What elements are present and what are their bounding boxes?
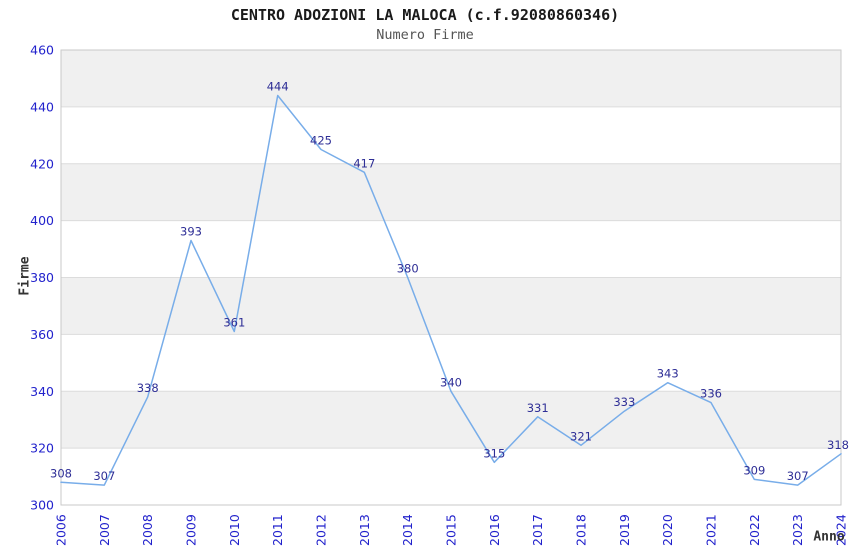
x-tick-label: 2019 (617, 514, 632, 546)
data-point-label: 380 (397, 262, 419, 276)
x-tick-label: 2012 (314, 514, 329, 546)
x-tick-label: 2020 (660, 514, 675, 546)
plot-band (61, 163, 841, 221)
data-point-label: 309 (743, 463, 765, 477)
y-tick-label: 380 (30, 270, 54, 285)
y-tick-label: 300 (30, 498, 54, 513)
y-axis-title: Firme (17, 256, 33, 296)
x-tick-label: 2011 (270, 514, 285, 546)
data-point-label: 361 (223, 316, 245, 330)
y-tick-label: 420 (30, 156, 54, 171)
y-tick-label: 360 (30, 327, 54, 342)
data-point-label: 417 (353, 156, 375, 170)
chart-subtitle: Numero Firme (376, 27, 474, 43)
x-axis-title: Anno (813, 529, 845, 545)
data-line (60, 94, 842, 486)
plot-band (61, 391, 841, 449)
data-point-label: 331 (527, 401, 549, 415)
plot-band (61, 50, 841, 107)
x-tick-label: 2008 (140, 514, 155, 546)
plot-band (61, 277, 841, 335)
x-tick-label: 2024 (834, 514, 849, 546)
data-point-label: 318 (827, 438, 849, 452)
y-tick-label: 400 (30, 213, 54, 228)
data-point-label: 393 (180, 225, 202, 239)
data-point-label: 315 (483, 446, 505, 460)
chart-title: CENTRO ADOZIONI LA MALOCA (c.f.920808603… (230, 6, 620, 24)
x-tick-label: 2013 (357, 514, 372, 546)
data-point-label: 340 (440, 375, 462, 389)
data-point-label: 343 (657, 367, 679, 381)
data-point-label: 333 (613, 395, 635, 409)
data-point-label: 444 (267, 80, 289, 94)
x-tick-label: 2006 (54, 514, 69, 546)
x-tick-label: 2022 (747, 514, 762, 546)
data-point-label: 307 (93, 469, 115, 483)
x-tick-label: 2014 (400, 514, 415, 546)
data-point-label: 336 (700, 387, 722, 401)
x-tick-label: 2017 (530, 514, 545, 546)
x-tick-label: 2009 (184, 514, 199, 546)
data-point-label: 321 (570, 429, 592, 443)
y-tick-label: 340 (30, 384, 54, 399)
data-point-label: 307 (787, 469, 809, 483)
data-point-label: 338 (137, 381, 159, 395)
plot-border (60, 49, 842, 506)
data-point-label: 425 (310, 134, 332, 148)
y-tick-label: 460 (30, 43, 54, 58)
x-tick-label: 2010 (227, 514, 242, 546)
y-tick-label: 320 (30, 441, 54, 456)
x-tick-label: 2007 (97, 514, 112, 546)
x-tick-label: 2023 (790, 514, 805, 546)
x-tick-label: 2015 (444, 514, 459, 546)
x-tick-label: 2016 (487, 514, 502, 546)
x-tick-label: 2018 (574, 514, 589, 546)
x-tick-label: 2021 (704, 514, 719, 546)
y-tick-label: 440 (30, 99, 54, 114)
data-point-label: 308 (50, 466, 72, 480)
